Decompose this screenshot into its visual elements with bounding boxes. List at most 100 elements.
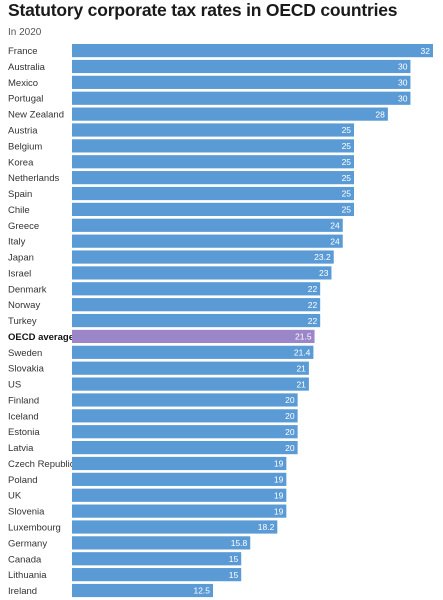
category-label: Italy [8, 237, 26, 248]
category-label: Ireland [8, 586, 37, 597]
data-label: 23.2 [314, 252, 331, 262]
bar [72, 583, 214, 598]
category-label: Turkey [8, 316, 37, 327]
bar [72, 266, 332, 280]
bar [72, 44, 433, 58]
category-label: France [8, 46, 38, 57]
category-label: Poland [8, 475, 38, 486]
category-label: Korea [8, 157, 34, 168]
bar [72, 75, 411, 89]
bar [72, 250, 334, 264]
data-label: 15 [229, 554, 239, 564]
category-label: Czech Republic [8, 459, 75, 470]
category-label: Slovenia [8, 507, 45, 518]
data-label: 25 [342, 189, 352, 199]
data-label: 22 [308, 300, 318, 310]
category-label: Israel [8, 268, 31, 279]
category-label: UK [8, 491, 22, 502]
data-label: 32 [421, 46, 431, 56]
category-label: New Zealand [8, 110, 64, 121]
data-label: 21 [296, 363, 306, 373]
data-label: 25 [342, 125, 352, 135]
bar [72, 393, 298, 407]
data-label: 21 [296, 379, 306, 389]
category-label: Finland [8, 395, 39, 406]
bar [72, 91, 411, 105]
data-label: 23 [319, 268, 329, 278]
category-label: Belgium [8, 141, 42, 152]
category-label: OECD average [8, 332, 74, 343]
bar [72, 488, 287, 502]
category-label: Chile [8, 205, 30, 216]
bar [72, 536, 251, 550]
category-label: Portugal [8, 94, 43, 105]
category-label: Norway [8, 300, 40, 311]
category-label: Sweden [8, 348, 42, 359]
data-label: 28 [375, 109, 385, 119]
category-label: Latvia [8, 443, 34, 454]
category-label: Lithuania [8, 570, 47, 581]
data-label: 22 [308, 316, 318, 326]
category-label: Austria [8, 126, 38, 137]
data-label: 25 [342, 141, 352, 151]
bar [72, 361, 309, 375]
bar [72, 504, 287, 518]
category-label: Australia [8, 62, 46, 73]
chart-subtitle: In 2020 [8, 27, 42, 38]
data-label: 24 [330, 236, 340, 246]
data-label: 21.5 [295, 332, 312, 342]
data-label: 19 [274, 459, 284, 469]
data-label: 30 [398, 93, 408, 103]
category-label: Slovakia [8, 364, 45, 375]
bar [72, 456, 287, 471]
data-label: 20 [285, 411, 295, 421]
bar [72, 234, 343, 248]
bar [72, 409, 298, 423]
category-label: Iceland [8, 411, 39, 422]
category-label: Mexico [8, 78, 38, 89]
data-label: 21.4 [294, 348, 311, 358]
category-label: Germany [8, 538, 47, 549]
category-label: Japan [8, 253, 34, 264]
data-label: 19 [274, 475, 284, 485]
bar [72, 218, 343, 232]
category-label: Luxembourg [8, 523, 61, 534]
bar [72, 441, 298, 455]
data-label: 20 [285, 427, 295, 437]
chart-title: Statutory corporate tax rates in OECD co… [8, 0, 398, 20]
bar [72, 59, 411, 74]
bar [72, 329, 315, 344]
bar [72, 425, 298, 439]
data-label: 25 [342, 205, 352, 215]
bar [72, 298, 321, 312]
data-label: 22 [308, 284, 318, 294]
bar [72, 377, 309, 391]
category-label: Estonia [8, 427, 40, 438]
data-label: 20 [285, 443, 295, 453]
category-label: US [8, 380, 21, 391]
category-label: Canada [8, 554, 42, 565]
bar [72, 282, 321, 296]
data-label: 15.8 [231, 538, 248, 548]
category-label: Denmark [8, 284, 47, 295]
data-label: 15 [229, 570, 239, 580]
bar [72, 568, 242, 582]
bar [72, 472, 287, 486]
data-label: 30 [398, 78, 408, 88]
bar [72, 155, 355, 169]
bar [72, 123, 355, 137]
data-label: 25 [342, 157, 352, 167]
data-label: 19 [274, 506, 284, 516]
bar [72, 171, 355, 185]
bar [72, 139, 355, 153]
data-label: 25 [342, 173, 352, 183]
bar [72, 202, 355, 216]
data-label: 12.5 [193, 586, 210, 596]
bar [72, 313, 321, 328]
category-label: Spain [8, 189, 32, 200]
category-label: Netherlands [8, 173, 59, 184]
bar [72, 552, 242, 566]
bar [72, 520, 278, 534]
data-label: 19 [274, 490, 284, 500]
